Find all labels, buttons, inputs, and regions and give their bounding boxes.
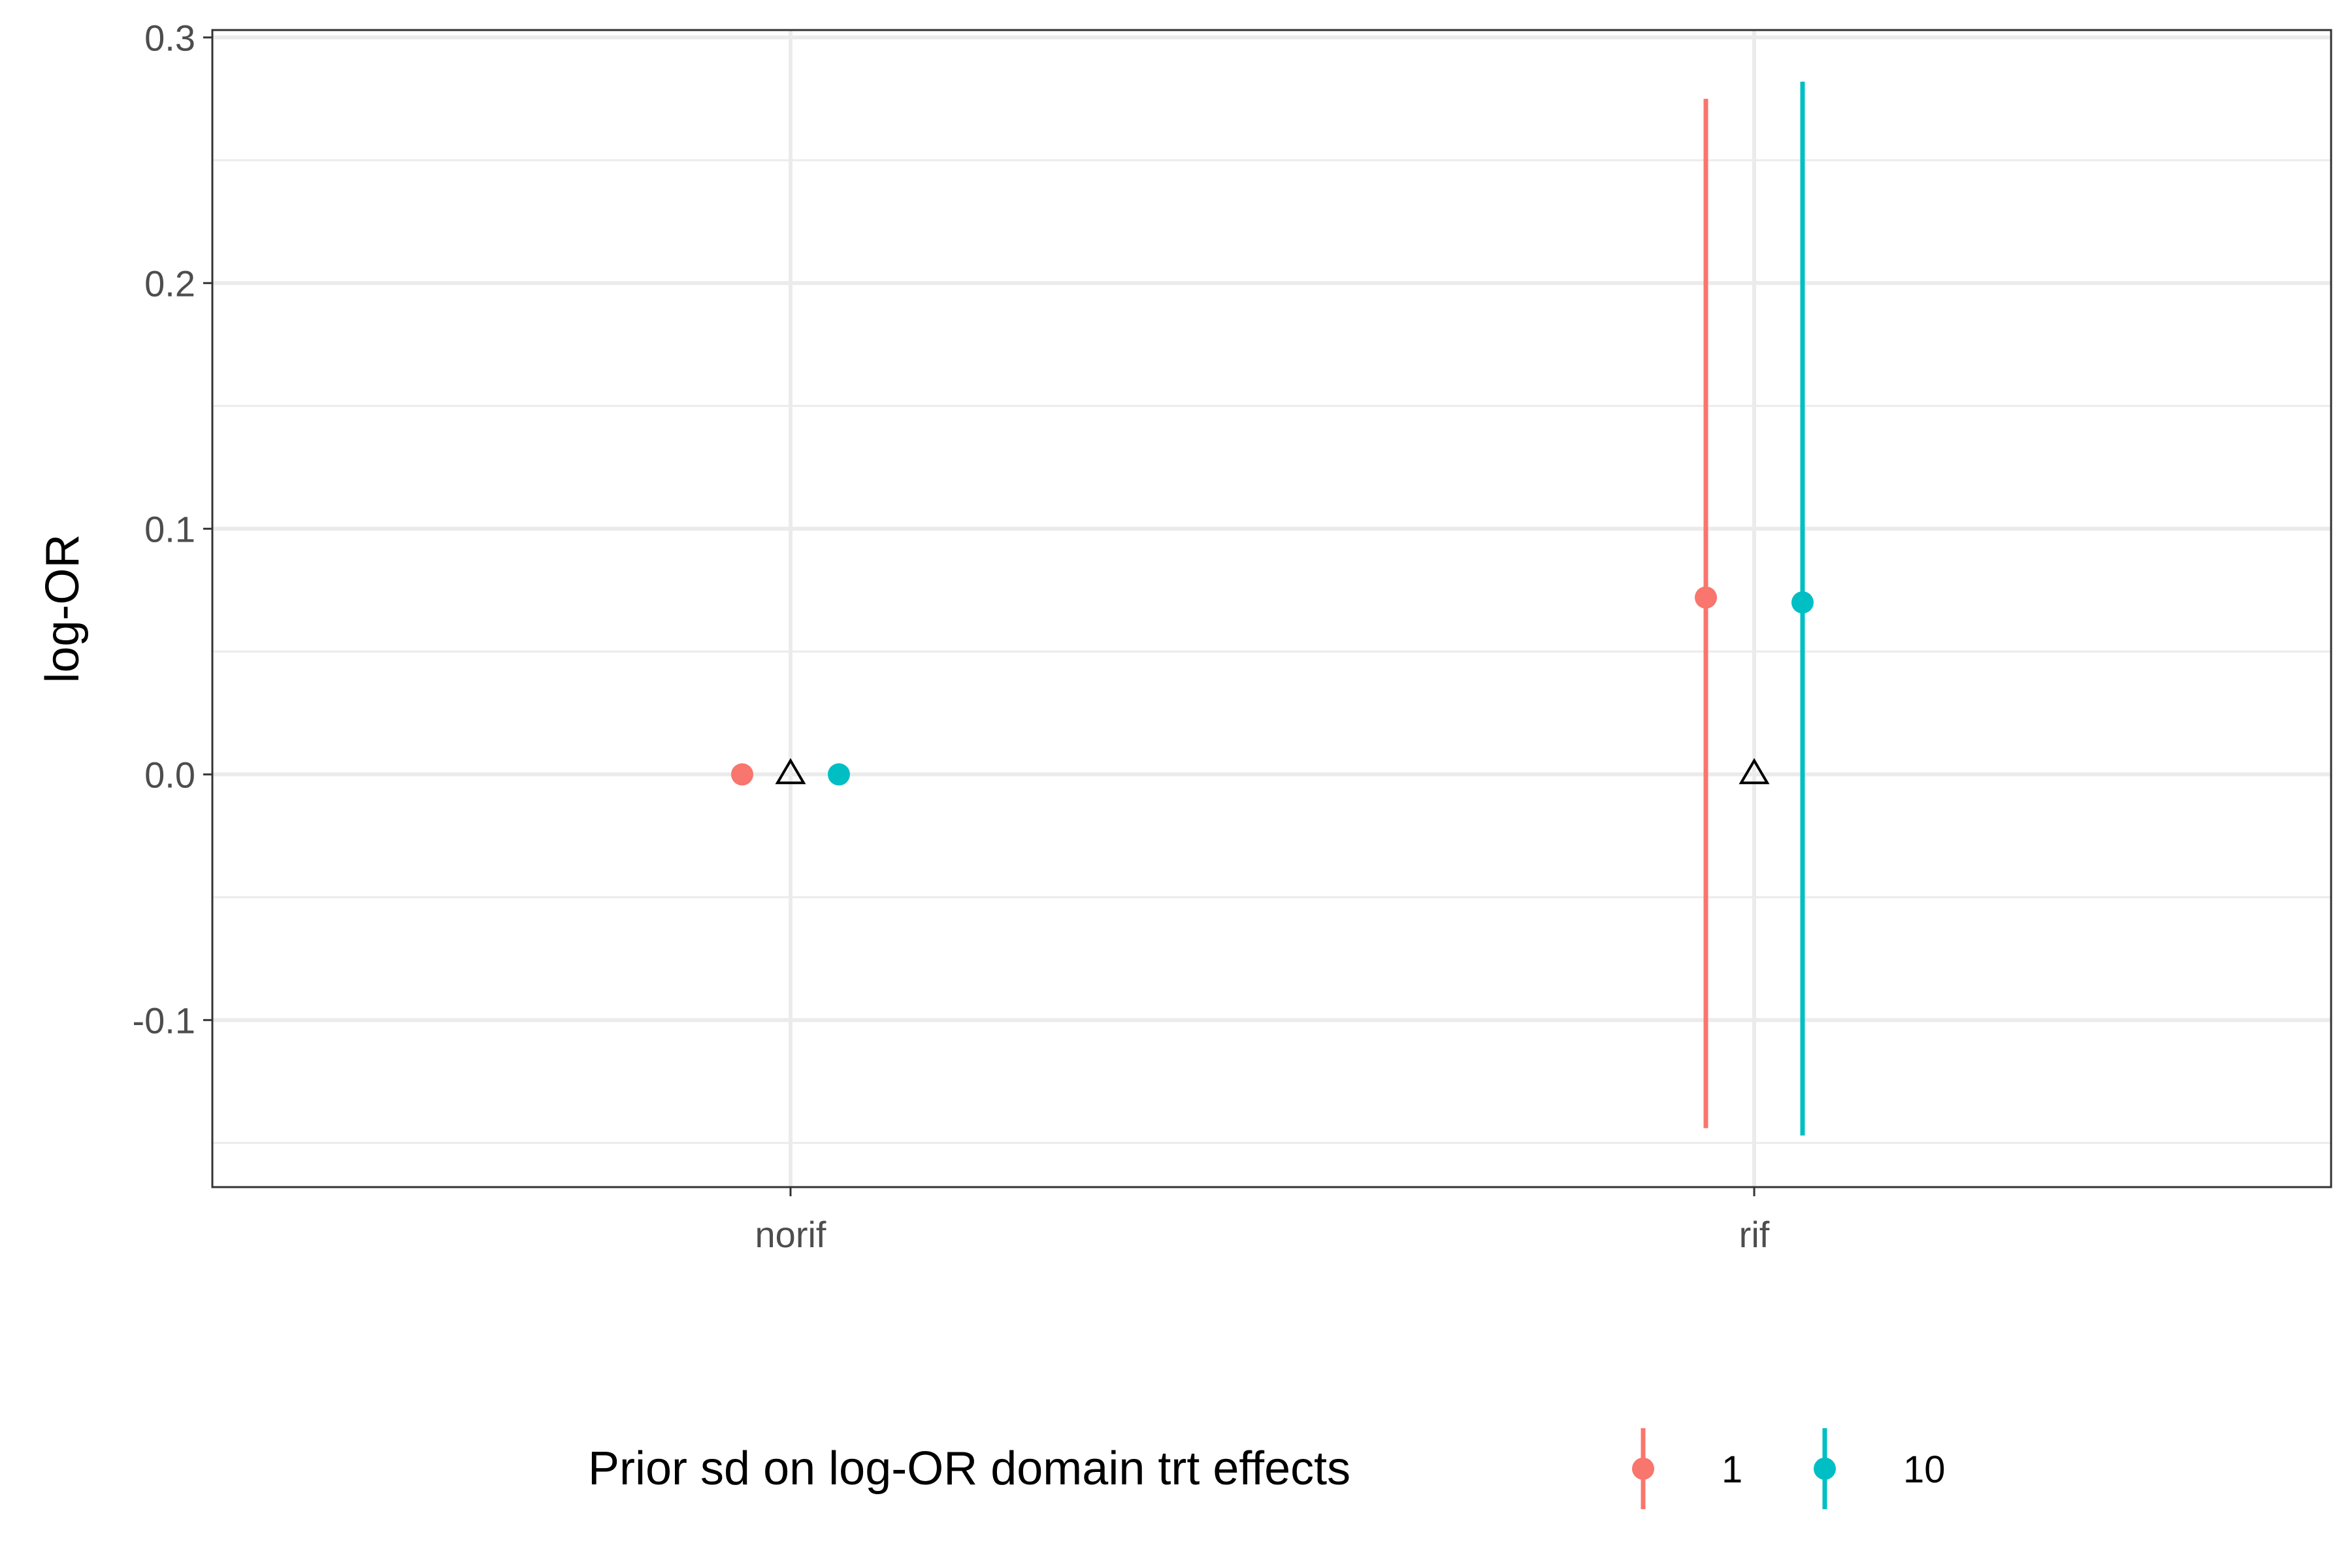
legend-title: Prior sd on log-OR domain trt effects (588, 1443, 1350, 1495)
y-tick-label: -0.1 (133, 1000, 196, 1041)
y-tick-label: 0.1 (144, 508, 195, 549)
panel-border (211, 29, 2332, 1188)
legend-key-point (1632, 1458, 1654, 1480)
y-tick-label: 0.0 (144, 754, 195, 795)
plot-marks (731, 81, 1814, 1136)
y-tick-label: 0.2 (144, 263, 195, 304)
legend-label: 1 (1722, 1448, 1742, 1491)
y-tick-label: 0.3 (144, 17, 195, 58)
y-axis-title: log-OR (37, 534, 89, 683)
legend-key-point (1814, 1458, 1836, 1480)
axes: -0.1 0.0 0.1 0.2 0.3 norif rif (133, 17, 1770, 1255)
legend-label: 10 (1903, 1448, 1946, 1491)
x-tick-label: norif (755, 1214, 826, 1255)
grid-minor (212, 159, 2331, 1144)
reference-triangle (1739, 758, 1770, 785)
legend: Prior sd on log-OR domain trt effects 1 1… (588, 1428, 1946, 1509)
data-point (1695, 586, 1717, 609)
data-point (1791, 591, 1814, 614)
reference-triangle (775, 758, 806, 785)
x-tick-label: rif (1739, 1214, 1770, 1255)
data-point (731, 763, 753, 786)
data-point (828, 763, 850, 786)
grid-major (212, 30, 2331, 1187)
